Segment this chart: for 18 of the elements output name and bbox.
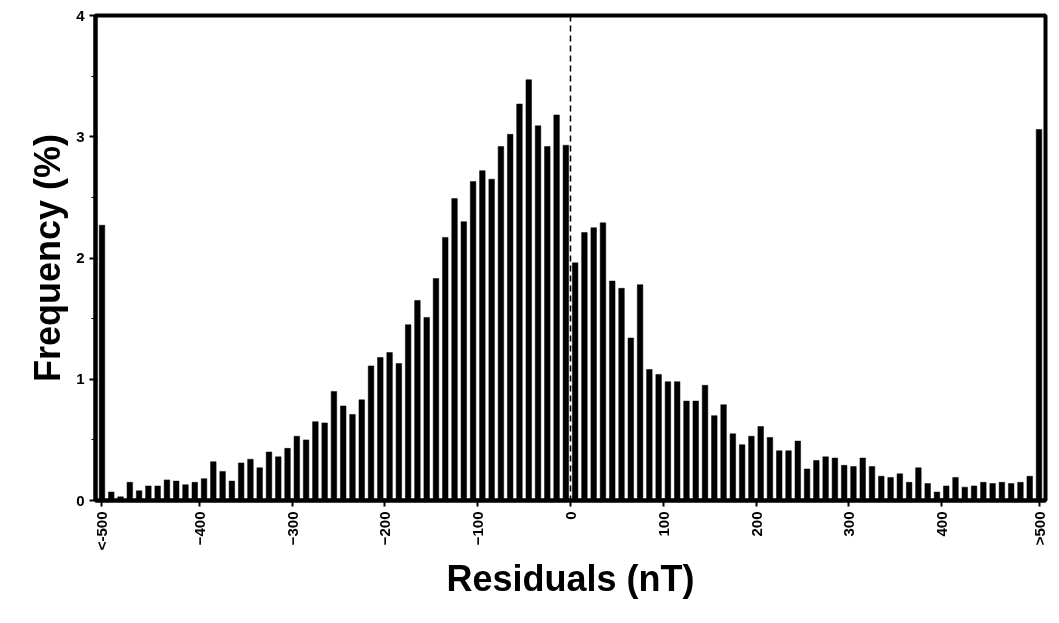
- x-tick-label: 300: [840, 511, 858, 537]
- x-tick-label: <-500: [93, 511, 111, 551]
- y-tick-label: 0: [76, 491, 85, 509]
- y-tick-label: 3: [76, 127, 85, 145]
- x-tick-label: 100: [654, 511, 672, 537]
- x-tick-label: >500: [1030, 511, 1048, 546]
- x-tick-label: 400: [933, 511, 951, 537]
- x-axis-title: Residuals (nT): [446, 558, 695, 600]
- y-tick-label: 4: [76, 6, 86, 24]
- x-tick-label: −200: [376, 511, 394, 546]
- x-tick-label: 0: [562, 511, 579, 520]
- y-axis-title: Frequency (%): [27, 133, 69, 383]
- y-tick-label: 1: [76, 370, 85, 388]
- y-tick-label: 2: [76, 249, 85, 266]
- x-tick-label: −100: [469, 511, 487, 546]
- x-tick-label: 200: [747, 511, 765, 537]
- x-tick-label: −400: [190, 511, 208, 546]
- x-tick-label: −300: [283, 511, 301, 546]
